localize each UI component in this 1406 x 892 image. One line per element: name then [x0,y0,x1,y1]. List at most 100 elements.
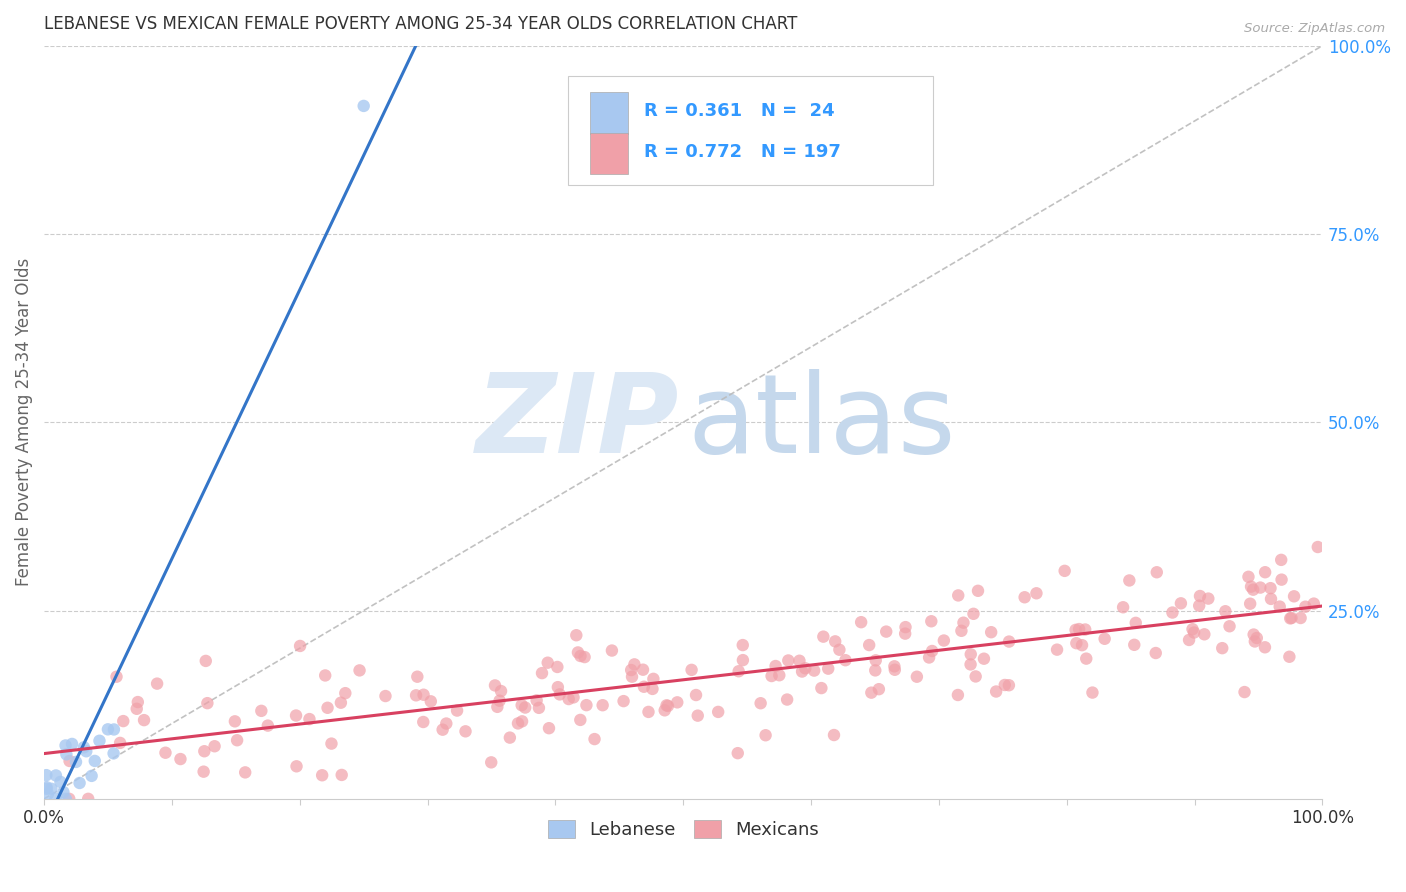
Point [35,768,58,782]
Point [575,698,598,713]
Point [1181,622,1204,636]
Point [55,739,77,753]
Point [1211,641,1233,656]
Point [803,664,825,678]
Point [1218,619,1240,633]
Point [80,769,103,783]
Point [314,668,336,682]
Point [69,776,91,790]
Point [256,718,278,732]
Point [666,695,689,709]
Point [155,746,177,760]
Point [1118,574,1140,588]
Point [311,768,333,782]
Point [45,768,67,782]
Point [169,752,191,766]
Point [918,650,941,665]
Point [755,728,778,742]
Point [959,647,981,661]
Point [1194,627,1216,641]
Point [569,713,592,727]
Point [1074,623,1097,637]
Point [765,659,787,673]
Point [1123,638,1146,652]
Point [510,714,533,729]
Point [412,714,434,729]
Point [860,686,883,700]
Text: Source: ZipAtlas.com: Source: ZipAtlas.com [1244,22,1385,36]
Point [353,99,375,113]
Point [58,754,80,768]
Point [73,740,96,755]
Point [530,666,553,681]
Point [823,728,845,742]
Text: LEBANESE VS MEXICAN FEMALE POVERTY AMONG 25-34 YEAR OLDS CORRELATION CHART: LEBANESE VS MEXICAN FEMALE POVERTY AMONG… [44,15,797,33]
Point [1069,622,1091,636]
Point [298,712,321,726]
Text: atlas: atlas [688,368,956,475]
Point [55,747,77,762]
Point [1254,640,1277,655]
Point [1240,580,1263,594]
Point [285,759,308,773]
Text: ZIP: ZIP [477,368,679,475]
Point [569,648,592,663]
Point [858,638,880,652]
Point [1260,581,1282,595]
Point [55,792,77,806]
Point [567,645,589,659]
Point [146,676,169,690]
Point [727,665,749,679]
Point [77,792,100,806]
Point [1146,566,1168,580]
Point [980,625,1002,640]
Point [1243,634,1265,648]
Point [1294,599,1316,614]
Point [998,634,1021,648]
Point [547,680,569,694]
Point [125,702,148,716]
Point [44,792,66,806]
Point [335,686,357,700]
Point [548,687,571,701]
Point [920,614,942,628]
Point [965,669,987,683]
Point [250,704,273,718]
Point [329,696,352,710]
Point [654,703,676,717]
Point [959,657,981,672]
Point [817,662,839,676]
Point [681,663,703,677]
Point [946,688,969,702]
Point [731,638,754,652]
Point [1249,581,1271,595]
Point [790,665,813,679]
Point [824,634,846,648]
Point [35,780,58,794]
Point [419,694,441,708]
Point [828,642,851,657]
Point [731,653,754,667]
Point [623,657,645,672]
Point [932,633,955,648]
Point [894,626,917,640]
Point [226,733,249,747]
Point [1064,623,1087,637]
Point [883,663,905,677]
Point [1144,646,1167,660]
Point [108,736,131,750]
Point [537,721,560,735]
Point [1278,649,1301,664]
Point [510,698,533,713]
Point [1254,566,1277,580]
Point [686,708,709,723]
Point [1014,591,1036,605]
Point [233,765,256,780]
Point [1046,642,1069,657]
Point [546,660,568,674]
Point [707,705,730,719]
Point [454,724,477,739]
Point [1066,636,1088,650]
Point [973,651,995,665]
Point [794,661,817,675]
